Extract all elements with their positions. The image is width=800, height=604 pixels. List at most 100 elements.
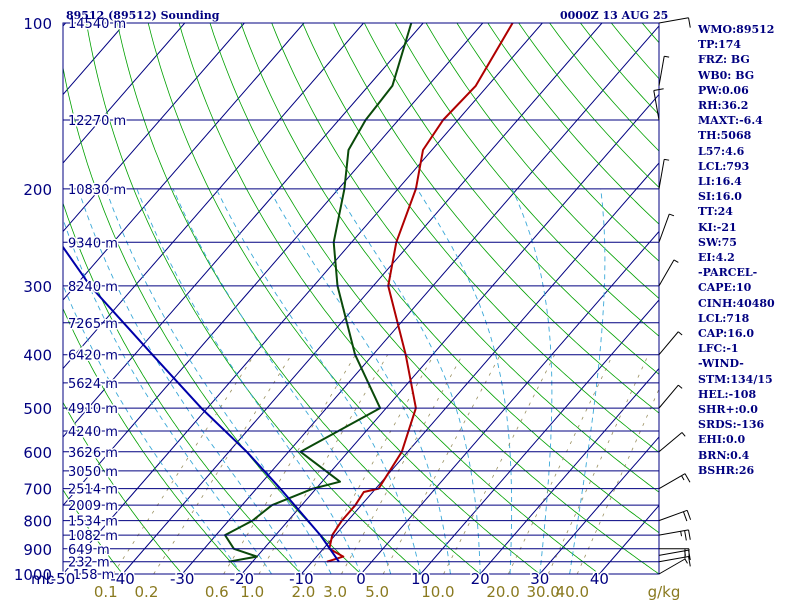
pressure-tick-label: 100 (23, 15, 52, 33)
wind-barb (659, 385, 682, 408)
index-item: FRZ: BG (698, 52, 798, 67)
isobar-lines (63, 23, 659, 574)
mixing-ratio-line (508, 355, 612, 574)
pressure-tick-label: 300 (23, 278, 52, 296)
index-item: MAXT:-6.4 (698, 113, 798, 128)
index-item: L57:4.6 (698, 144, 798, 159)
wind-barb-flag (683, 512, 686, 521)
height-label: 2009 m (68, 499, 118, 514)
wind-barb-shaft (659, 432, 682, 451)
height-label: 1534 m (68, 515, 118, 530)
index-item: CAP:16.0 (698, 326, 798, 341)
height-label: 4240 m (68, 425, 118, 440)
pressure-tick-label: 700 (23, 481, 52, 499)
wind-barb-shaft (659, 159, 664, 189)
wind-barb-halfflag (678, 385, 682, 388)
wind-barb-flag (685, 474, 690, 483)
pressure-tick-label: 200 (23, 181, 52, 199)
height-label: 3050 m (68, 465, 118, 480)
moist-adiabat-line (269, 189, 450, 574)
wind-barb (659, 510, 691, 521)
index-item: TT:24 (698, 204, 798, 219)
isotherm-line (0, 23, 364, 574)
wind-barb-halfflag (681, 531, 682, 536)
height-label: 7265 m (68, 317, 118, 332)
wind-barb (659, 260, 678, 286)
index-item: -WIND- (698, 356, 798, 371)
index-item: LFC:-1 (698, 341, 798, 356)
wind-barb (659, 159, 669, 189)
isotherm-line (182, 23, 661, 574)
dry-adiabat-line (237, 11, 737, 586)
wind-barb (659, 56, 669, 86)
mixing-ratio-label: 3.0 (323, 583, 347, 600)
wind-barb-shaft (659, 385, 678, 408)
dry-adiabat-line (145, 11, 555, 586)
sounding-line (327, 23, 513, 562)
mixing-ratio-line (341, 355, 462, 574)
chart-title: 89512 (89512) Sounding (66, 9, 219, 22)
mixing-ratio-label: 1.0 (240, 583, 264, 600)
mixing-ratio-line (548, 355, 648, 574)
index-item: SRDS:-136 (698, 417, 798, 432)
wind-barb-halfflag (682, 476, 685, 480)
dry-adiabat-line (206, 11, 676, 586)
background-lines (0, 11, 800, 586)
mixing-ratio-label: 2.0 (292, 583, 316, 600)
height-label: 2514 m (68, 483, 118, 498)
wind-barb-shaft (659, 214, 669, 242)
temperature-tick-label: -30 (170, 570, 195, 588)
index-item: WB0: BG (698, 68, 798, 83)
index-item: -PARCEL- (698, 265, 798, 280)
wind-barb-halfflag (664, 159, 669, 160)
height-label: 3626 m (68, 446, 118, 461)
index-item: KI:-21 (698, 220, 798, 235)
pressure-tick-label: 600 (23, 444, 52, 462)
mixing-ratio-label: 5.0 (365, 583, 389, 600)
index-item: BRN:0.4 (698, 448, 798, 463)
mixing-ratio-label: 20.0 (486, 583, 519, 600)
plot-border (63, 23, 659, 574)
height-label: 5624 m (68, 377, 118, 392)
wind-barb-flag (689, 530, 691, 540)
wind-barb (659, 549, 689, 559)
pressure-tick-label: 400 (23, 347, 52, 365)
mixing-ratio-label: 0.1 (94, 583, 118, 600)
wind-barb-halfflag (678, 332, 682, 335)
index-item: HEL:-108 (698, 387, 798, 402)
wind-barb-flag (685, 531, 687, 541)
index-item: BSHR:26 (698, 463, 798, 478)
index-item: SHR+:0.0 (698, 402, 798, 417)
height-label: 12270 m (68, 114, 126, 129)
isotherm-line (242, 23, 721, 574)
wind-barb-shaft (659, 56, 664, 86)
mixing-ratio-label: 0.6 (205, 583, 229, 600)
index-item: SI:16.0 (698, 189, 798, 204)
height-label: 6420 m (68, 349, 118, 364)
isotherm-line (0, 23, 6, 574)
wind-barb (659, 530, 690, 541)
wind-barb-halfflag (682, 432, 685, 436)
wind-barb-halfflag (664, 56, 669, 57)
mixing-unit-label: g/kg (648, 583, 681, 600)
wind-barb-shaft (659, 332, 678, 355)
wind-barb (659, 332, 682, 355)
moist-adiabat-line (512, 189, 552, 574)
temperature-tick-label: 40 (590, 570, 609, 588)
index-item: PW:0.06 (698, 83, 798, 98)
index-item: LI:16.4 (698, 174, 798, 189)
mixing-ratio-label: 10.0 (421, 583, 454, 600)
index-item: TH:5068 (698, 128, 798, 143)
dry-adiabat-line (176, 11, 616, 586)
wind-barb (659, 432, 685, 451)
index-item: RH:36.2 (698, 98, 798, 113)
height-label: 8240 m (68, 280, 118, 295)
index-item: LCL:718 (698, 311, 798, 326)
index-item: WMO:89512 (698, 22, 798, 37)
pressure-tick-label: 800 (23, 513, 52, 531)
mixing-ratio-line (577, 355, 674, 574)
wind-barb-halfflag (674, 260, 678, 263)
